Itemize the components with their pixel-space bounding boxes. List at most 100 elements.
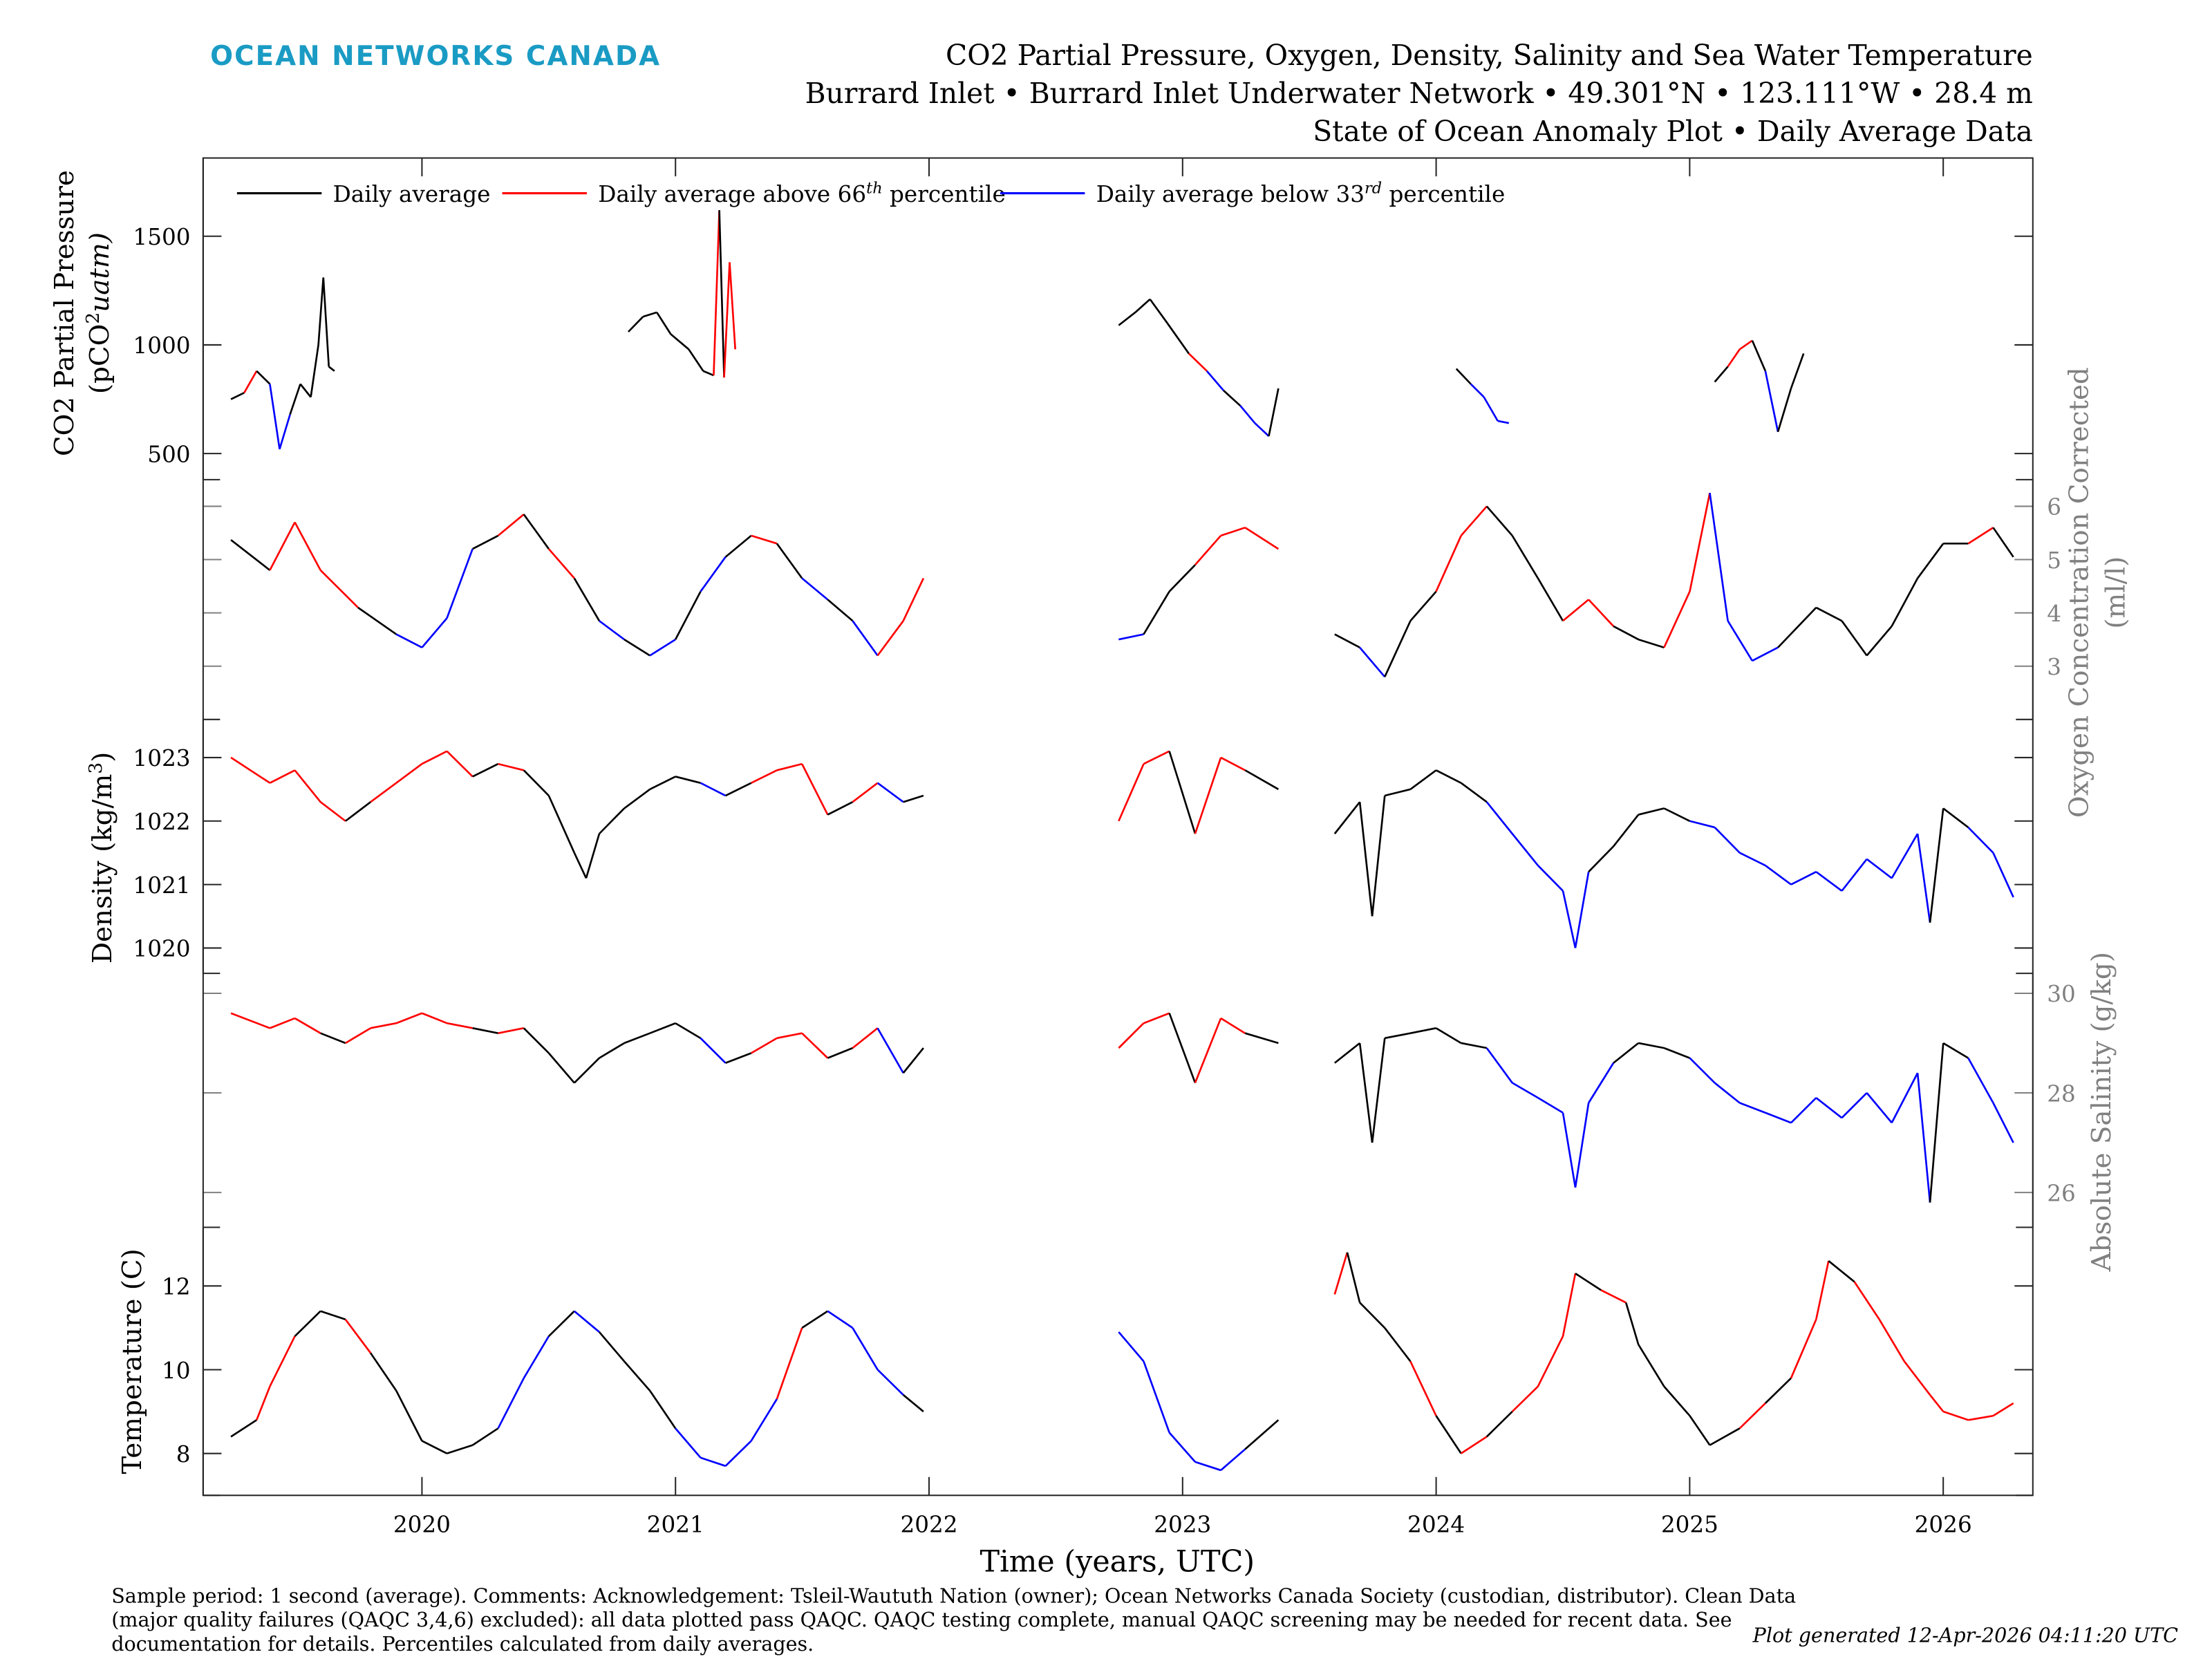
density-line-segment [1511, 833, 1539, 866]
salinity-line-segment [472, 1027, 498, 1034]
salinity-line-segment [523, 1027, 550, 1054]
temperature-line-segment [1992, 1402, 2014, 1417]
density-line-segment [1638, 807, 1665, 816]
temperature-line-segment [547, 1310, 575, 1338]
temperature-line-segment [1738, 1403, 1766, 1430]
temperature-y-tick-label: 12 [162, 1274, 191, 1300]
salinity-line-segment [294, 1017, 321, 1034]
temperature-line-segment [1511, 1385, 1539, 1412]
oxygen-line-segment [1709, 492, 1729, 621]
oxygen-y-tick-label: 5 [2047, 547, 2061, 574]
density-line-segment [624, 788, 650, 809]
temperature-line-segment [776, 1327, 803, 1400]
series-lines [230, 210, 2014, 1472]
density-line-segment [1967, 827, 1994, 854]
temperature-line-segment [370, 1352, 397, 1391]
salinity-line-segment [1765, 1112, 1792, 1124]
salinity-line-segment [269, 1017, 296, 1029]
co2-y-tick-label: 1000 [133, 332, 190, 359]
oxygen-line-segment [1143, 591, 1170, 635]
salinity-line-segment [1244, 1032, 1279, 1044]
salinity-line-segment [1916, 1073, 1931, 1203]
temperature-line-segment [1815, 1260, 1830, 1320]
temperature-line-segment [1600, 1289, 1627, 1304]
density-y-tick-label: 1023 [133, 745, 190, 771]
density-line-segment [751, 769, 778, 784]
co2-line-segment [1714, 366, 1729, 383]
oxygen-line-segment [827, 599, 854, 622]
density-line-segment [1588, 845, 1615, 873]
temperature-line-segment [1537, 1335, 1564, 1387]
density-line-segment [1168, 751, 1197, 834]
co2-line-segment [670, 333, 690, 350]
salinity-line-segment [1815, 1097, 1843, 1119]
temperature-line-segment [1624, 1302, 1640, 1345]
salinity-line-segment [498, 1027, 525, 1034]
temperature-line-segment [1968, 1414, 1994, 1421]
salinity-line-segment [1435, 1027, 1462, 1044]
oxygen-line-segment [573, 577, 601, 621]
density-line-segment [776, 762, 803, 771]
density-line-segment [344, 801, 371, 822]
salinity-line-segment [1461, 1042, 1488, 1049]
co2-y-tick-label: 1500 [133, 224, 190, 250]
density-line-segment [319, 801, 346, 822]
co2-line-segment [656, 312, 672, 335]
footer-line-1: Sample period: 1 second (average). Comme… [111, 1584, 1796, 1607]
salinity-line-segment [1588, 1062, 1615, 1104]
temperature-line-segment [598, 1331, 626, 1362]
oxygen-line-segment [357, 606, 397, 635]
oxygen-line-segment [1334, 633, 1360, 648]
temperature-line-segment [1764, 1377, 1792, 1404]
co2-line-segment [230, 391, 245, 400]
salinity-line-segment [776, 1032, 803, 1040]
legend-label-daily: Daily average [333, 181, 491, 207]
oxygen-line-segment [801, 577, 829, 601]
temperature-line-segment [230, 1419, 257, 1438]
density-line-segment [1689, 820, 1715, 829]
oxygen-line-segment [674, 591, 702, 640]
oxygen-line-segment [1866, 626, 1893, 657]
salinity-y-tick-label: 30 [2047, 981, 2076, 1007]
temperature-line-segment [624, 1360, 651, 1391]
temperature-line-segment [1384, 1327, 1412, 1362]
oxygen-y-label-units: (ml/l) [2100, 556, 2131, 629]
density-line-segment [1891, 833, 1919, 879]
oxygen-y-tick-label: 6 [2047, 494, 2061, 521]
salinity-line-segment [345, 1027, 371, 1044]
density-line-segment [1739, 852, 1766, 867]
density-line-segment [498, 762, 525, 771]
density-line-segment [1485, 801, 1513, 834]
axes: 2020 2021 2022 2023 2024 2025 2026 500 1000 1500 C… [49, 158, 2131, 1537]
oxygen-line-segment [1118, 633, 1144, 641]
co2-line-segment [723, 262, 731, 378]
temperature-line-segment [344, 1318, 372, 1354]
oxygen-line-segment [1588, 599, 1615, 627]
salinity-line-segment [1485, 1047, 1513, 1084]
density-line-segment [649, 776, 676, 791]
salinity-line-segment [573, 1057, 600, 1084]
temperature-line-segment [1790, 1319, 1817, 1379]
co2-line-segment [1751, 340, 1767, 372]
oxygen-line-segment [1537, 577, 1564, 621]
oxygen-line-segment [1917, 543, 1944, 579]
oxygen-line-segment [1168, 564, 1196, 592]
oxygen-line-segment [1194, 535, 1222, 566]
oxygen-line-segment [1727, 620, 1754, 662]
salinity-line-segment [877, 1027, 904, 1074]
salinity-line-segment [1168, 1013, 1197, 1083]
salinity-line-segment [1992, 1102, 2014, 1143]
oxygen-line-segment [319, 569, 359, 608]
oxygen-line-segment [1562, 599, 1590, 622]
density-line-segment [1333, 801, 1361, 834]
co2-line-segment [279, 414, 291, 450]
x-tick-label: 2020 [393, 1511, 451, 1537]
co2-line-segment [713, 210, 720, 376]
salinity-line-segment [675, 1022, 702, 1039]
temperature-line-segment [421, 1440, 448, 1454]
co2-y-label-units: (pCO2uatm) [82, 232, 115, 394]
density-y-tick-label: 1021 [133, 872, 190, 899]
oxygen-line-segment [1244, 527, 1280, 550]
temperature-line-segment [1435, 1415, 1462, 1454]
salinity-line-segment [1689, 1057, 1716, 1084]
